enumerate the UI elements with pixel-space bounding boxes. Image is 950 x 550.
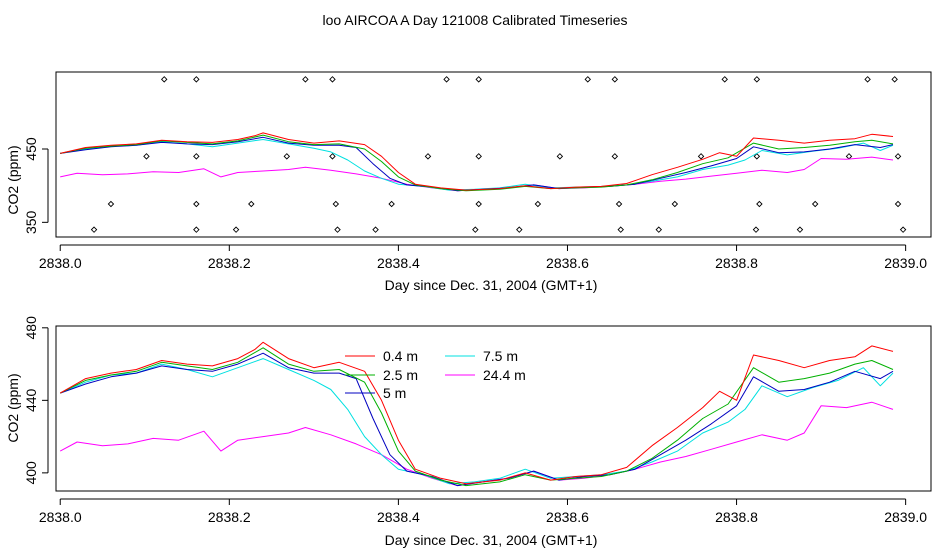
- flag-marker: [845, 153, 853, 160]
- flag-marker: [864, 76, 871, 83]
- bottom-y-tick-label: 400: [23, 461, 39, 485]
- bottom-series-line-24-4-m: [59, 401, 894, 487]
- flag-marker: [302, 76, 309, 83]
- bottom-y-axis: 400 440 480: [23, 316, 49, 485]
- flag-marker: [193, 76, 200, 83]
- top-flag-markers: [90, 76, 907, 233]
- legend-label: 0.4 m: [383, 348, 418, 364]
- flag-marker: [697, 153, 705, 160]
- bottom-series-line-5-m: [60, 352, 894, 487]
- flag-marker: [753, 76, 761, 83]
- top-y-tick-label: 450: [23, 137, 39, 161]
- top-series-line-7-5-m: [60, 139, 894, 191]
- flag-marker: [534, 200, 542, 208]
- bottom-x-tick-label: 2838.2: [208, 509, 251, 525]
- flag-marker: [424, 153, 432, 160]
- top-series-line-0-4-m: [60, 132, 894, 191]
- top-series-line-24-4-m: [60, 156, 894, 192]
- top-y-axis-label: CO2 (ppm): [5, 145, 21, 214]
- bottom-series-lines: [59, 341, 894, 487]
- bottom-x-tick-label: 2838.6: [546, 509, 589, 525]
- flag-marker: [611, 76, 619, 83]
- bottom-panel: 2838.0 2838.2 2838.4 2838.6 2838.8 2839.0 400…: [5, 316, 932, 548]
- flag-marker: [556, 153, 564, 160]
- top-series-lines: [60, 132, 894, 192]
- bottom-series-line-0-4-m: [59, 341, 894, 485]
- flag-marker: [193, 153, 200, 160]
- flag-marker: [756, 200, 763, 208]
- top-x-tick-label: 2838.4: [377, 255, 420, 271]
- flag-marker: [372, 226, 379, 233]
- flag-marker: [655, 226, 663, 233]
- flag-marker: [248, 200, 255, 208]
- top-series-line-5-m: [60, 136, 894, 192]
- bottom-x-axis: 2838.0 2838.2 2838.4 2838.6 2838.8 2839.0: [39, 498, 927, 525]
- top-y-tick-label: 350: [23, 210, 39, 234]
- flag-marker: [107, 200, 115, 208]
- flag-marker: [899, 226, 907, 233]
- flag-marker: [584, 76, 591, 83]
- flag-marker: [388, 200, 395, 208]
- flag-marker: [611, 153, 619, 160]
- flag-marker: [283, 153, 291, 160]
- bottom-series-line-2-5-m: [59, 347, 894, 487]
- bottom-x-axis-label: Day since Dec. 31, 2004 (GMT+1): [385, 532, 598, 548]
- flag-marker: [143, 153, 150, 160]
- flag-marker: [894, 153, 902, 160]
- flag-marker: [160, 76, 168, 83]
- flag-marker: [193, 226, 200, 233]
- flag-marker: [891, 76, 898, 83]
- flag-marker: [332, 200, 340, 208]
- bottom-y-axis-label: CO2 (ppm): [5, 373, 21, 442]
- flag-marker: [329, 153, 336, 160]
- top-x-axis: 2838.0 2838.2 2838.4 2838.6 2838.8 2839.0: [39, 244, 927, 271]
- top-series-line-2-5-m: [60, 134, 894, 192]
- top-x-tick-label: 2838.6: [546, 255, 589, 271]
- top-panel: 2838.0 2838.2 2838.4 2838.6 2838.8 2839.0 350…: [5, 71, 932, 293]
- bottom-plot-frame: [55, 325, 932, 492]
- flag-marker: [752, 226, 760, 233]
- bottom-x-tick-label: 2839.0: [884, 509, 927, 525]
- figure-title: loo AIRCOA A Day 121008 Calibrated Times…: [322, 12, 627, 28]
- bottom-x-tick-label: 2838.4: [377, 509, 420, 525]
- flag-marker: [796, 226, 804, 233]
- flag-marker: [617, 226, 624, 233]
- top-plot-frame: [55, 71, 932, 238]
- top-x-axis-label: Day since Dec. 31, 2004 (GMT+1): [385, 277, 598, 293]
- bottom-y-tick-label: 480: [23, 316, 39, 340]
- legend-label: 2.5 m: [383, 367, 418, 383]
- bottom-y-tick-label: 440: [23, 388, 39, 412]
- flag-marker: [329, 76, 336, 83]
- flag-marker: [721, 76, 728, 83]
- flag-marker: [334, 226, 341, 233]
- legend-label: 24.4 m: [483, 367, 526, 383]
- top-x-tick-label: 2838.0: [39, 255, 82, 271]
- flag-marker: [232, 226, 240, 233]
- legend-label: 7.5 m: [483, 348, 518, 364]
- flag-marker: [90, 226, 98, 233]
- flag-marker: [475, 76, 482, 83]
- flag-marker: [671, 200, 679, 208]
- flag-marker: [475, 200, 482, 208]
- flag-marker: [894, 200, 902, 208]
- flag-marker: [443, 76, 450, 83]
- flag-marker: [811, 200, 819, 208]
- flag-marker: [193, 200, 200, 208]
- flag-marker: [615, 200, 623, 208]
- flag-marker: [753, 153, 761, 160]
- flag-marker: [475, 153, 482, 160]
- flag-marker: [516, 226, 523, 233]
- top-x-tick-label: 2838.2: [208, 255, 251, 271]
- top-x-tick-label: 2839.0: [884, 255, 927, 271]
- top-x-tick-label: 2838.8: [715, 255, 758, 271]
- bottom-legend: 0.4 m 2.5 m 5 m 7.5 m 24.4 m: [345, 348, 526, 401]
- top-y-axis: 350 450: [23, 137, 49, 234]
- bottom-series-line-7-5-m: [60, 358, 894, 485]
- bottom-x-tick-label: 2838.8: [715, 509, 758, 525]
- flag-marker: [472, 226, 479, 233]
- legend-label: 5 m: [383, 385, 406, 401]
- bottom-x-tick-label: 2838.0: [39, 509, 82, 525]
